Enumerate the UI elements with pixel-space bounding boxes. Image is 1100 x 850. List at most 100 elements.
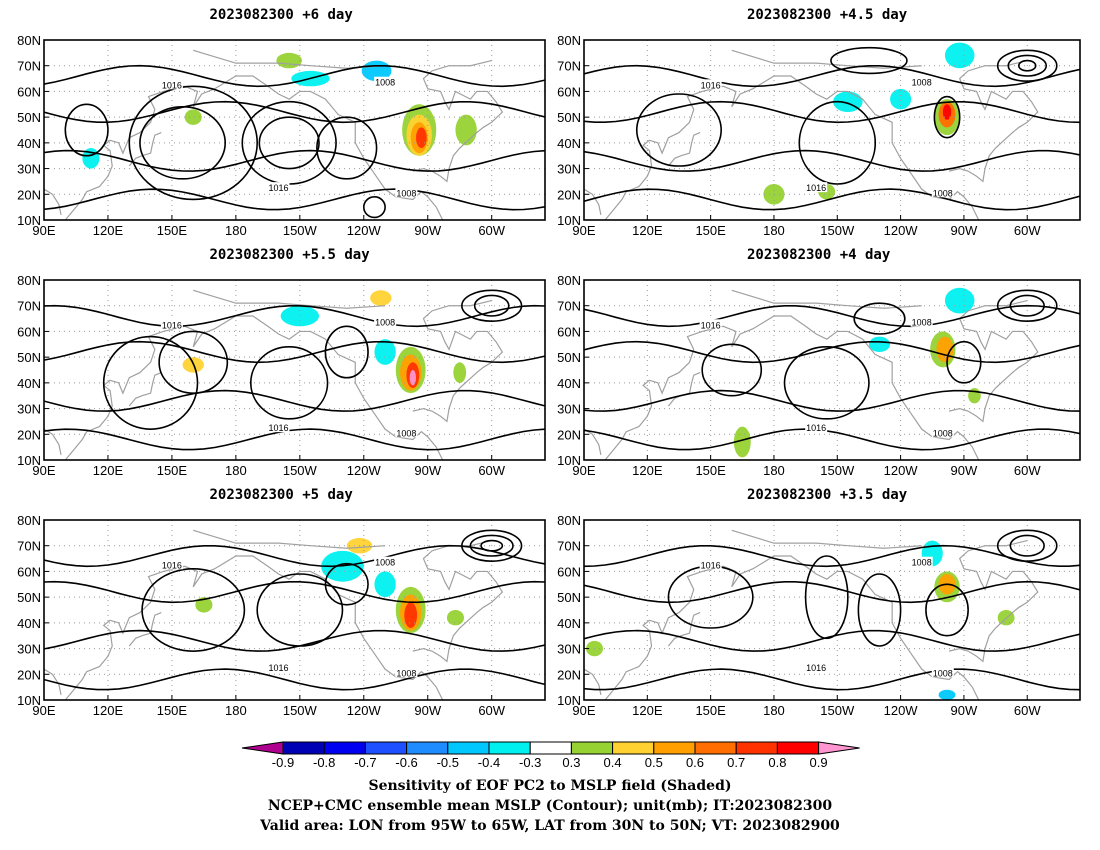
- coastline: [667, 132, 701, 167]
- coastline: [731, 49, 922, 69]
- coastline: [412, 539, 504, 663]
- mslp-contour: [925, 583, 969, 637]
- colorbar-tick-label: -0.3: [519, 755, 541, 770]
- contour-label: 1008: [933, 188, 953, 198]
- panel-title: 2023082300 +3.5 day: [747, 487, 908, 503]
- lat-label: 70N: [557, 539, 581, 554]
- contour-label: 1008: [912, 558, 932, 568]
- lat-label: 60N: [17, 84, 41, 99]
- contour-label-bg: [931, 427, 954, 438]
- panel-frame: [583, 39, 1081, 221]
- mslp-contour: [804, 555, 849, 640]
- mslp-contour: [44, 340, 545, 364]
- coastline: [193, 529, 386, 549]
- mslp-contour: [584, 188, 1080, 211]
- contour-label: 1008: [912, 318, 932, 328]
- mslp-contour: [1009, 294, 1045, 317]
- lon-label: 90E: [572, 223, 595, 238]
- contour-label: 1008: [375, 558, 395, 568]
- contour-label: 1016: [162, 560, 182, 570]
- colorbar-tick-label: -0.7: [354, 755, 376, 770]
- contour-label-bg: [267, 422, 290, 433]
- mslp-contour: [783, 346, 870, 420]
- sensitivity-shading: [416, 127, 427, 148]
- mslp-contour: [324, 325, 369, 379]
- coastline: [44, 668, 62, 695]
- contour-label: 1008: [933, 428, 953, 438]
- contour-label-bg: [805, 662, 828, 673]
- lon-label: 60W: [478, 463, 505, 478]
- sensitivity-shading: [409, 370, 417, 386]
- contour-label: 1016: [701, 320, 721, 330]
- coastline: [667, 612, 701, 647]
- lon-label: 120W: [347, 703, 382, 718]
- mslp-contour: [701, 343, 763, 397]
- mslp-contour: [584, 544, 1080, 568]
- sensitivity-shading: [453, 362, 467, 383]
- coastline: [128, 132, 162, 167]
- contour-label: 1016: [806, 423, 826, 433]
- sensitivity-shading: [938, 689, 956, 700]
- lat-label: 50N: [17, 110, 41, 125]
- map-panel: 1016 1008 1016 1008 80N 70N 60N 50N 40N 30N 20N 10N…: [17, 273, 546, 478]
- colorbar-box: [406, 741, 449, 755]
- map-panel: 1016 1008 1016 1008 80N 70N 60N 50N 40N 30N 20N 10N…: [557, 513, 1081, 718]
- sensitivity-shading: [370, 290, 392, 306]
- coastline: [604, 555, 980, 700]
- lat-label: 20N: [17, 667, 41, 682]
- lat-label: 70N: [557, 299, 581, 314]
- map-panel: 1016 1008 1016 1008 80N 70N 60N 50N 40N 30N 20N 10N…: [17, 513, 546, 718]
- colorbar-tick-label: -0.6: [395, 755, 417, 770]
- lat-label: 50N: [17, 590, 41, 605]
- mslp-contour: [64, 103, 109, 157]
- lat-label: 30N: [17, 402, 41, 417]
- lon-label: 150W: [283, 703, 318, 718]
- mslp-contour: [584, 304, 1080, 328]
- panel-frame: [43, 519, 546, 701]
- contour-label-bg: [910, 76, 933, 87]
- contour-label: 1016: [162, 320, 182, 330]
- coastline: [604, 315, 980, 460]
- contour-label: 1008: [396, 668, 416, 678]
- lon-label: 90W: [414, 223, 441, 238]
- coastline: [128, 372, 162, 407]
- coastline: [731, 529, 922, 549]
- figure-caption-line2: NCEP+CMC ensemble mean MSLP (Contour); u…: [267, 798, 833, 814]
- mslp-contour: [584, 64, 1080, 88]
- colorbar-box: [694, 741, 737, 755]
- sensitivity-shading: [763, 184, 785, 205]
- lon-label: 150E: [695, 223, 726, 238]
- mslp-contour: [128, 85, 258, 201]
- lat-label: 10N: [557, 693, 581, 708]
- contour-label-bg: [699, 319, 722, 330]
- contour-label-bg: [267, 182, 290, 193]
- lon-label: 180: [763, 463, 785, 478]
- lon-label: 150E: [157, 463, 188, 478]
- lat-label: 60N: [557, 324, 581, 339]
- lat-label: 60N: [557, 84, 581, 99]
- mslp-contour: [996, 49, 1058, 82]
- sensitivity-shading: [455, 114, 477, 146]
- colorbar-tick-label: -0.9: [272, 755, 294, 770]
- lon-label: 90E: [572, 703, 595, 718]
- contour-label-bg: [910, 556, 933, 567]
- coastline: [584, 668, 602, 695]
- lat-label: 80N: [17, 33, 41, 48]
- lon-label: 120E: [93, 223, 124, 238]
- mslp-contour: [469, 534, 514, 557]
- lon-label: 150E: [157, 223, 188, 238]
- colorbar-tick-label: -0.8: [313, 755, 335, 770]
- figure-caption-line3: Valid area: LON from 95W to 65W, LAT fro…: [260, 818, 840, 834]
- lat-label: 40N: [557, 136, 581, 151]
- lat-label: 20N: [17, 427, 41, 442]
- contour-label: 1016: [162, 80, 182, 90]
- lat-label: 40N: [557, 616, 581, 631]
- contour-label-bg: [374, 556, 397, 567]
- colorbar-tick-label: 0.5: [645, 755, 663, 770]
- mslp-contour: [44, 304, 545, 328]
- coastline: [584, 188, 602, 215]
- mslp-contour: [798, 100, 877, 185]
- contour-label: 1016: [268, 183, 288, 193]
- lon-label: 150E: [695, 703, 726, 718]
- coastline: [64, 555, 444, 700]
